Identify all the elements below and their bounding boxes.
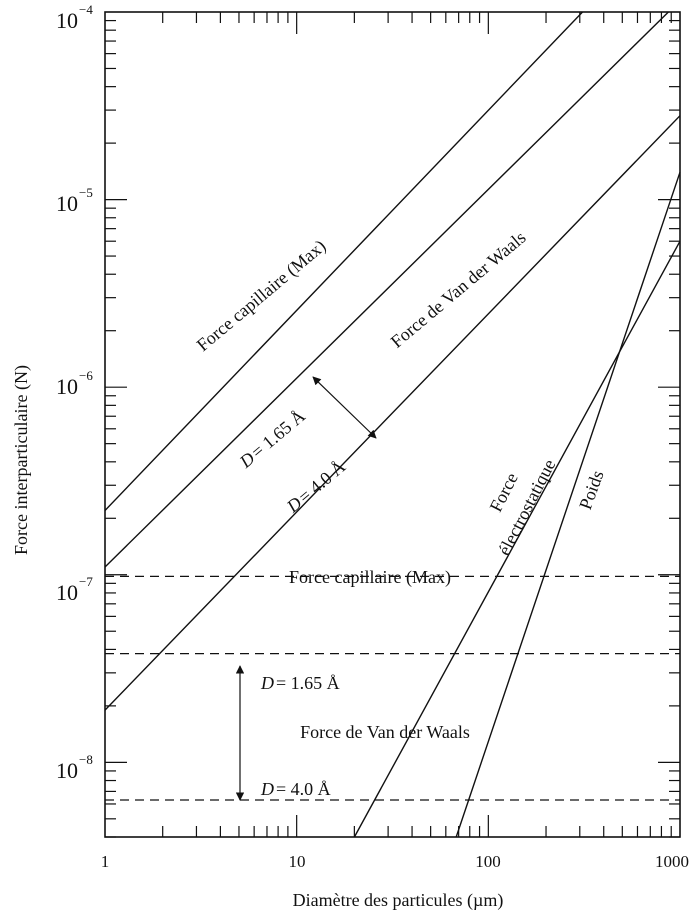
series-line-solid-4 — [455, 171, 681, 838]
y-tick-base: 10 — [56, 758, 78, 783]
ticks — [105, 12, 680, 838]
x-tick-label-1000: 1000 — [655, 852, 689, 871]
y-tick-base: 10 — [56, 191, 78, 216]
y-tick-label-1e-6: 10 −6 — [56, 368, 93, 399]
x-tick-label-1: 1 — [101, 852, 110, 871]
series-lines — [104, 11, 681, 838]
plot-frame — [104, 11, 681, 838]
y-tick-exp: −6 — [79, 368, 93, 383]
series-line-solid-1 — [104, 11, 669, 568]
y-tick-base: 10 — [56, 580, 78, 605]
y-tick-label-1e-7: 10 −7 — [56, 574, 93, 605]
series-line-solid-3 — [353, 240, 681, 838]
d165-value: = 1.65 Å — [247, 406, 309, 462]
d40-dash-value: = 4.0 Å — [276, 779, 331, 799]
y-tick-label-1e-4: 10 −4 — [56, 2, 93, 33]
d-symbol: D — [260, 779, 274, 799]
series-line-solid-0 — [104, 11, 584, 511]
y-tick-exp: −4 — [79, 2, 93, 17]
d40-value: = 4.0 Å — [294, 456, 349, 506]
y-tick-exp: −7 — [79, 574, 93, 589]
label-capillary-dash: Force capillaire (Max) — [289, 567, 451, 588]
x-tick-label-100: 100 — [475, 852, 501, 871]
label-vdw-dash: Force de Van der Waals — [300, 722, 470, 742]
y-tick-exp: −8 — [79, 752, 93, 767]
d-symbol: D — [260, 673, 274, 693]
label-vdw-solid: Force de Van der Waals — [387, 227, 530, 351]
y-tick-exp: −5 — [79, 185, 93, 200]
y-tick-label-1e-8: 10 −8 — [56, 752, 93, 783]
label-d40-dash: D = 4.0 Å — [260, 779, 331, 799]
label-d40-solid: D = 4.0 Å — [282, 456, 349, 517]
x-tick-label-10: 10 — [289, 852, 306, 871]
vdw-range-arrow-solid — [312, 376, 377, 439]
y-tick-base: 10 — [56, 374, 78, 399]
y-axis-label: Force interparticulaire (N) — [11, 365, 32, 555]
x-axis-label: Diamètre des particules (µm) — [293, 890, 504, 911]
d165-dash-value: = 1.65 Å — [276, 673, 340, 693]
label-d165-dash: D = 1.65 Å — [260, 673, 340, 693]
series-line-solid-2 — [104, 115, 681, 711]
label-d165-solid: D = 1.65 Å — [235, 406, 309, 473]
label-poids: Poids — [575, 468, 607, 512]
y-tick-label-1e-5: 10 −5 — [56, 185, 93, 216]
label-capillary-solid: Force capillaire (Max) — [193, 236, 331, 356]
y-tick-base: 10 — [56, 8, 78, 33]
